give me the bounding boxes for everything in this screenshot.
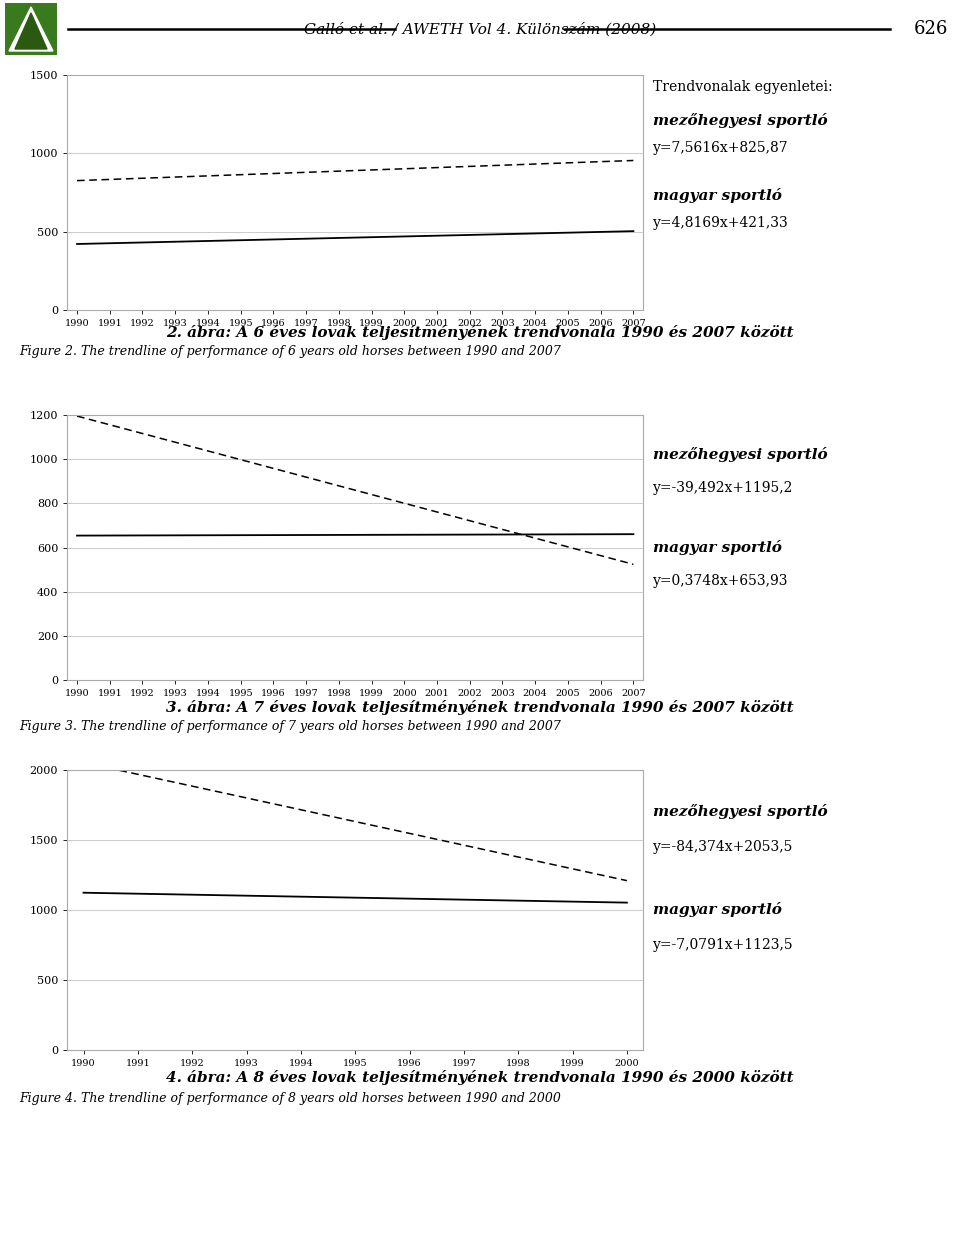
Text: y=7,5616x+825,87: y=7,5616x+825,87 (653, 141, 788, 154)
Text: Figure 3. The trendline of performance of 7 years old horses between 1990 and 20: Figure 3. The trendline of performance o… (19, 720, 561, 734)
Text: magyar sportló: magyar sportló (653, 188, 781, 203)
Text: 4. ábra: A 8 éves lovak teljesítményének trendvonala 1990 és 2000 között: 4. ábra: A 8 éves lovak teljesítményének… (166, 1070, 794, 1086)
Text: y=-39,492x+1195,2: y=-39,492x+1195,2 (653, 482, 793, 495)
Text: Trendvonalak egyenletei:: Trendvonalak egyenletei: (653, 80, 832, 94)
Text: y=-84,374x+2053,5: y=-84,374x+2053,5 (653, 840, 793, 853)
Text: y=-7,0791x+1123,5: y=-7,0791x+1123,5 (653, 939, 793, 952)
Text: 3. ábra: A 7 éves lovak teljesítményének trendvonala 1990 és 2007 között: 3. ábra: A 7 éves lovak teljesítményének… (166, 700, 794, 715)
Text: Galló et al. / AWETH Vol 4. Különszám (2008): Galló et al. / AWETH Vol 4. Különszám (2… (304, 22, 656, 36)
Text: mezőhegyesi sportló: mezőhegyesi sportló (653, 804, 828, 819)
Text: 626: 626 (914, 20, 948, 38)
Text: magyar sportló: magyar sportló (653, 902, 781, 916)
Text: Figure 4. The trendline of performance of 8 years old horses between 1990 and 20: Figure 4. The trendline of performance o… (19, 1092, 561, 1105)
FancyBboxPatch shape (5, 2, 57, 56)
Text: y=0,3748x+653,93: y=0,3748x+653,93 (653, 574, 788, 588)
Text: y=4,8169x+421,33: y=4,8169x+421,33 (653, 216, 788, 230)
Text: magyar sportló: magyar sportló (653, 540, 781, 555)
Text: Figure 2. The trendline of performance of 6 years old horses between 1990 and 20: Figure 2. The trendline of performance o… (19, 345, 561, 358)
Text: mezőhegyesi sportló: mezőhegyesi sportló (653, 447, 828, 462)
Text: mezőhegyesi sportló: mezőhegyesi sportló (653, 112, 828, 127)
Text: 2. ábra: A 6 éves lovak teljesítményének trendvonala 1990 és 2007 között: 2. ábra: A 6 éves lovak teljesítményének… (166, 325, 794, 340)
Polygon shape (9, 7, 53, 51)
Polygon shape (15, 14, 47, 49)
